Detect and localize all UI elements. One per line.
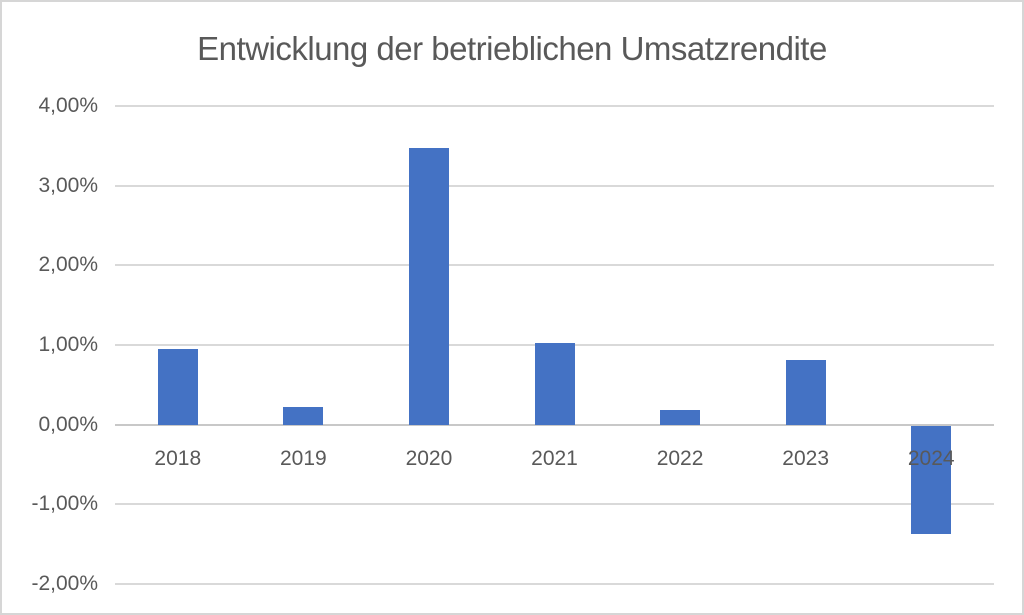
x-axis-tick-label-2023: 2023 xyxy=(782,446,829,470)
gridline-3,00% xyxy=(115,184,994,187)
x-axis-line xyxy=(115,423,994,426)
bar-2022[interactable] xyxy=(660,410,701,425)
bar-2024[interactable] xyxy=(911,425,952,534)
chart-title[interactable]: Entwicklung der betrieblichen Umsatzrend… xyxy=(197,30,827,67)
gridline--1,00% xyxy=(115,503,994,506)
gridline-4,00% xyxy=(115,105,994,107)
bar-2023[interactable] xyxy=(785,360,826,425)
bar-2019[interactable] xyxy=(283,407,324,425)
gridline--2,00% xyxy=(115,583,994,586)
y-axis-tick-label: -2,00% xyxy=(31,572,98,596)
x-axis-tick-label-2019: 2019 xyxy=(279,446,327,470)
x-axis-tick-label-2024: 2024 xyxy=(907,446,955,470)
y-axis-tick-label: 0,00% xyxy=(38,412,98,436)
x-axis-tick-label-2020: 2020 xyxy=(405,446,453,470)
bar-2018[interactable] xyxy=(157,348,198,425)
y-axis-tick-label: 2,00% xyxy=(38,253,98,277)
x-axis-tick-label-2018: 2018 xyxy=(154,446,202,470)
y-axis-tick-label: 4,00% xyxy=(38,94,98,117)
x-axis-tick-label-2021: 2021 xyxy=(531,446,578,470)
bar-2020[interactable] xyxy=(408,148,449,425)
gridline-2,00% xyxy=(115,264,994,267)
y-axis-tick-label: -1,00% xyxy=(31,492,98,516)
y-axis-tick-label: 1,00% xyxy=(38,333,98,356)
y-axis-tick-label: 3,00% xyxy=(38,173,98,197)
bar-2021[interactable] xyxy=(534,343,575,425)
x-axis-tick-label-2022: 2022 xyxy=(656,446,704,470)
